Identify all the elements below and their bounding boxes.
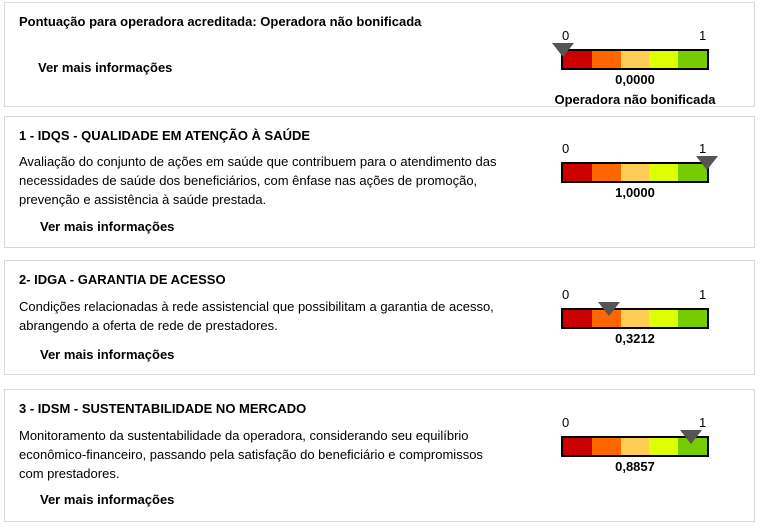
score-band — [649, 310, 679, 327]
scale-min-label: 0 — [562, 415, 570, 430]
score-band — [620, 310, 650, 327]
score-band — [620, 51, 650, 68]
score-band — [620, 164, 650, 181]
score-band — [563, 438, 592, 455]
score-pointer-icon — [696, 156, 718, 170]
score-band — [649, 51, 679, 68]
scale-min-label: 0 — [562, 141, 570, 156]
scale-max-label: 1 — [699, 28, 707, 43]
score-band — [591, 51, 621, 68]
idga-card: 2- IDGA - GARANTIA DE ACESSO Condições r… — [4, 260, 755, 375]
score-value: 0,0000 — [615, 72, 655, 87]
score-pointer-icon — [598, 302, 621, 316]
score-band — [563, 164, 592, 181]
scale-max-label: 1 — [699, 141, 707, 156]
card-title: Pontuação para operadora acreditada: Ope… — [19, 14, 422, 29]
scale-max-label: 1 — [699, 415, 707, 430]
score-band — [678, 310, 707, 327]
score-band — [620, 438, 650, 455]
card-title: 2- IDGA - GARANTIA DE ACESSO — [19, 272, 226, 287]
score-pointer-icon — [679, 430, 702, 444]
score-bar — [561, 308, 709, 329]
card-description: Avaliação do conjunto de ações em saúde … — [19, 154, 497, 207]
card-title: 1 - IDQS - QUALIDADE EM ATENÇÃO À SAÚDE — [19, 128, 311, 143]
score-band — [649, 438, 679, 455]
score-value: 0,3212 — [615, 331, 655, 346]
score-band — [563, 310, 592, 327]
score-band — [649, 164, 679, 181]
score-bar — [561, 49, 709, 70]
scale-max-label: 1 — [699, 287, 707, 302]
score-band — [591, 438, 621, 455]
more-info-link[interactable]: Ver mais informações — [40, 347, 175, 362]
card-title: 3 - IDSM - SUSTENTABILIDADE NO MERCADO — [19, 401, 307, 416]
more-info-link[interactable]: Ver mais informações — [40, 219, 175, 234]
score-bar — [561, 162, 709, 183]
score-value: 0,8857 — [615, 459, 655, 474]
card-description: Condições relacionadas à rede assistenci… — [19, 299, 494, 333]
scale-min-label: 0 — [562, 28, 570, 43]
more-info-link[interactable]: Ver mais informações — [40, 492, 175, 507]
idsm-card: 3 - IDSM - SUSTENTABILIDADE NO MERCADO M… — [4, 389, 755, 522]
score-status: Operadora não bonificada — [554, 92, 716, 107]
score-band — [591, 164, 621, 181]
scale-min-label: 0 — [562, 287, 570, 302]
idqs-card: 1 - IDQS - QUALIDADE EM ATENÇÃO À SAÚDE … — [4, 116, 755, 248]
more-info-link[interactable]: Ver mais informações — [38, 60, 173, 75]
card-description: Monitoramento da sustentabilidade da ope… — [19, 428, 483, 481]
score-pointer-icon — [552, 43, 574, 57]
score-band — [678, 51, 707, 68]
score-value: 1,0000 — [615, 185, 655, 200]
overall-score-card: Pontuação para operadora acreditada: Ope… — [4, 2, 755, 107]
